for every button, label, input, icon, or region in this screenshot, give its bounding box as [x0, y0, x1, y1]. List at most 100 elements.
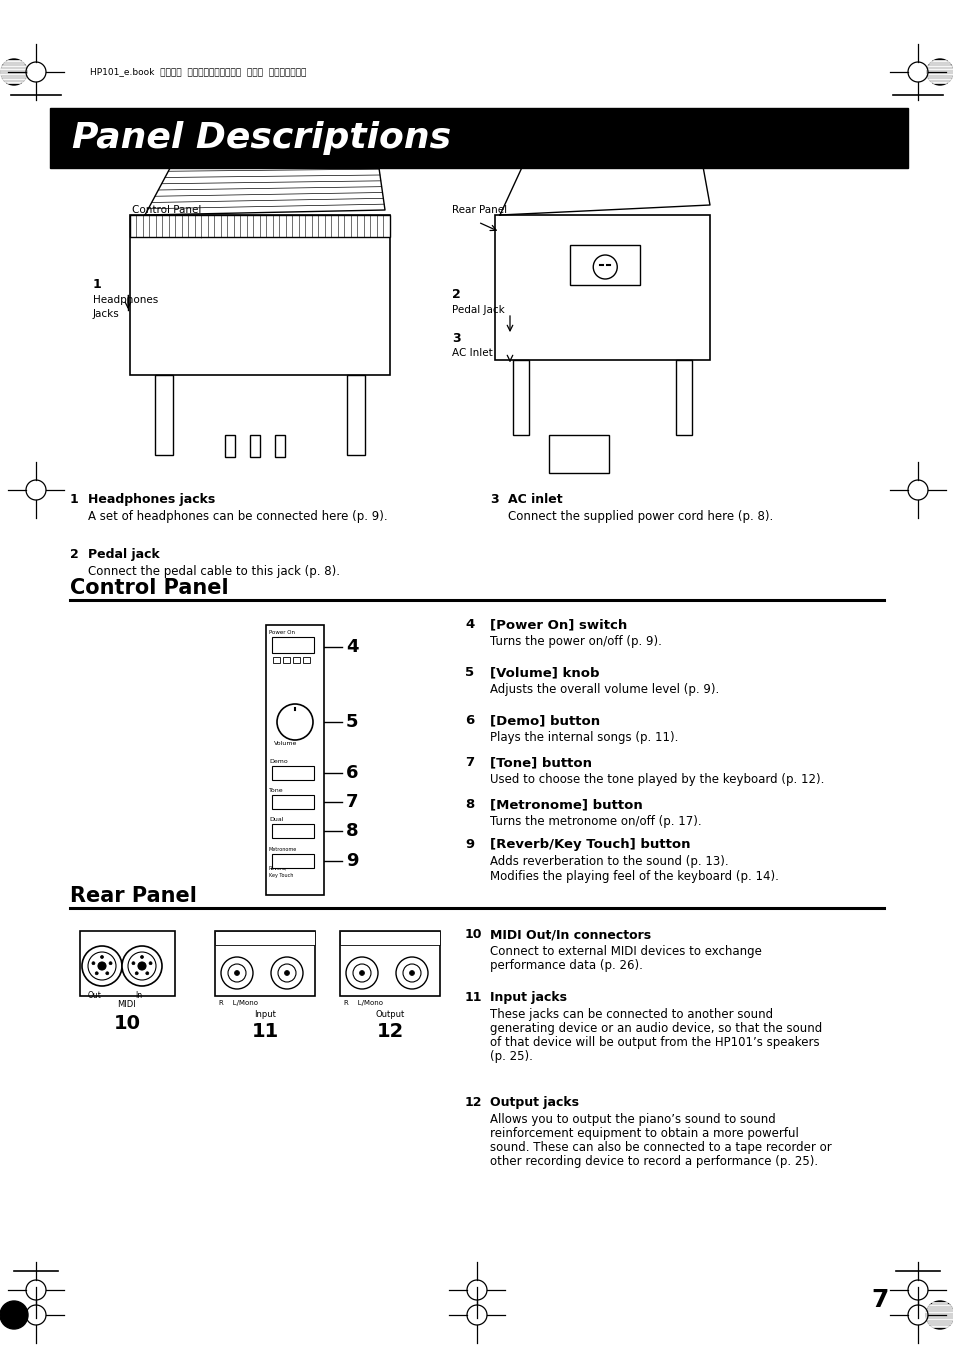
Text: Pedal jack: Pedal jack [88, 549, 159, 561]
Text: 2: 2 [452, 289, 460, 301]
Polygon shape [499, 150, 709, 215]
Text: 10: 10 [464, 928, 482, 942]
Bar [154, 376, 172, 455]
Circle shape [228, 965, 246, 982]
Circle shape [122, 946, 162, 986]
Text: 1: 1 [70, 493, 79, 507]
Text: Rear Panel: Rear Panel [70, 886, 196, 907]
Text: 2: 2 [70, 549, 79, 561]
Circle shape [277, 965, 295, 982]
Bar [303, 657, 310, 663]
Circle shape [88, 952, 116, 979]
Circle shape [271, 957, 303, 989]
Circle shape [234, 970, 239, 975]
Bar [272, 638, 314, 653]
Bar [272, 824, 314, 838]
Text: Connect the supplied power cord here (p. 8).: Connect the supplied power cord here (p.… [507, 509, 773, 523]
Circle shape [146, 971, 149, 975]
Circle shape [138, 962, 146, 970]
Text: Jacks: Jacks [92, 309, 120, 319]
Bar [272, 794, 314, 809]
Text: generating device or an audio device, so that the sound: generating device or an audio device, so… [490, 1021, 821, 1035]
Text: Allows you to output the piano’s sound to sound: Allows you to output the piano’s sound t… [490, 1113, 775, 1125]
Text: Phones—: Phones— [229, 935, 254, 940]
Text: Turns the power on/off (p. 9).: Turns the power on/off (p. 9). [490, 635, 661, 648]
Text: Input jacks: Input jacks [490, 992, 566, 1004]
Polygon shape [145, 141, 385, 215]
Text: (p. 25).: (p. 25). [490, 1050, 533, 1063]
Bar [50, 108, 907, 168]
Text: 12: 12 [464, 1096, 482, 1109]
Bar [130, 215, 390, 376]
Circle shape [284, 970, 289, 975]
Bar [272, 854, 314, 867]
Text: 9: 9 [464, 838, 474, 851]
Circle shape [91, 962, 95, 965]
Bar [214, 931, 314, 996]
Text: Metronome: Metronome [269, 847, 297, 852]
Text: Volume: Volume [274, 740, 297, 746]
Text: 3: 3 [490, 493, 498, 507]
Text: [Demo] button: [Demo] button [490, 713, 599, 727]
Circle shape [926, 59, 952, 85]
Circle shape [409, 970, 414, 975]
Bar [130, 215, 390, 236]
Text: [Reverb/Key Touch] button: [Reverb/Key Touch] button [490, 838, 690, 851]
Text: 6: 6 [464, 713, 474, 727]
Bar [80, 931, 174, 996]
Text: A set of headphones can be connected here (p. 9).: A set of headphones can be connected her… [88, 509, 387, 523]
Text: Key Touch: Key Touch [269, 873, 294, 878]
Bar [347, 376, 365, 455]
Text: other recording device to record a performance (p. 25).: other recording device to record a perfo… [490, 1155, 818, 1169]
Bar [513, 359, 529, 435]
Text: Headphones jacks: Headphones jacks [88, 493, 215, 507]
Circle shape [359, 970, 364, 975]
Text: MIDI Out/In connectors: MIDI Out/In connectors [490, 928, 651, 942]
Text: 11: 11 [464, 992, 482, 1004]
Text: MIDI: MIDI [117, 1000, 136, 1009]
Bar [273, 657, 280, 663]
Text: [Tone] button: [Tone] button [490, 757, 592, 769]
Circle shape [353, 965, 371, 982]
Text: Out: Out [88, 992, 102, 1000]
Text: 9: 9 [346, 852, 358, 870]
Text: Control Panel: Control Panel [132, 205, 201, 215]
Text: 4: 4 [346, 638, 358, 657]
Circle shape [135, 971, 138, 975]
Circle shape [109, 962, 112, 965]
Text: 7: 7 [464, 757, 474, 769]
Text: Power On: Power On [269, 630, 294, 635]
Text: These jacks can be connected to another sound: These jacks can be connected to another … [490, 1008, 772, 1021]
Circle shape [132, 962, 134, 965]
Text: Pedal Jack: Pedal Jack [452, 305, 504, 315]
Bar [293, 657, 299, 663]
Text: HP101_e.book  ７ページ  ２００４年８月３１日  火曜日  午後２時１１分: HP101_e.book ７ページ ２００４年８月３１日 火曜日 午後２時１１分 [90, 68, 306, 77]
Circle shape [402, 965, 420, 982]
Text: 10: 10 [113, 1015, 140, 1034]
Bar [250, 435, 260, 457]
Text: [Power On] switch: [Power On] switch [490, 617, 626, 631]
Text: Connect to external MIDI devices to exchange: Connect to external MIDI devices to exch… [490, 944, 761, 958]
Text: 3: 3 [452, 331, 460, 345]
Circle shape [149, 962, 152, 965]
Bar [495, 215, 709, 359]
Bar [339, 931, 439, 944]
Text: Rear Panel: Rear Panel [452, 205, 507, 215]
Circle shape [100, 955, 103, 958]
Text: 5: 5 [346, 713, 358, 731]
Circle shape [82, 946, 122, 986]
Text: Panel Descriptions: Panel Descriptions [71, 122, 451, 155]
Bar [570, 245, 639, 285]
Text: performance data (p. 26).: performance data (p. 26). [490, 959, 642, 971]
Text: [Volume] knob: [Volume] knob [490, 666, 598, 680]
Bar [272, 766, 314, 780]
Circle shape [106, 971, 109, 975]
Text: 8: 8 [464, 798, 474, 811]
Text: Tone: Tone [269, 788, 283, 793]
Text: Adds reverberation to the sound (p. 13).: Adds reverberation to the sound (p. 13). [490, 855, 728, 867]
Text: Used to choose the tone played by the keyboard (p. 12).: Used to choose the tone played by the ke… [490, 773, 823, 786]
Bar [225, 435, 234, 457]
Text: Output jacks: Output jacks [490, 1096, 578, 1109]
Text: In: In [135, 992, 142, 1000]
Circle shape [593, 255, 617, 280]
